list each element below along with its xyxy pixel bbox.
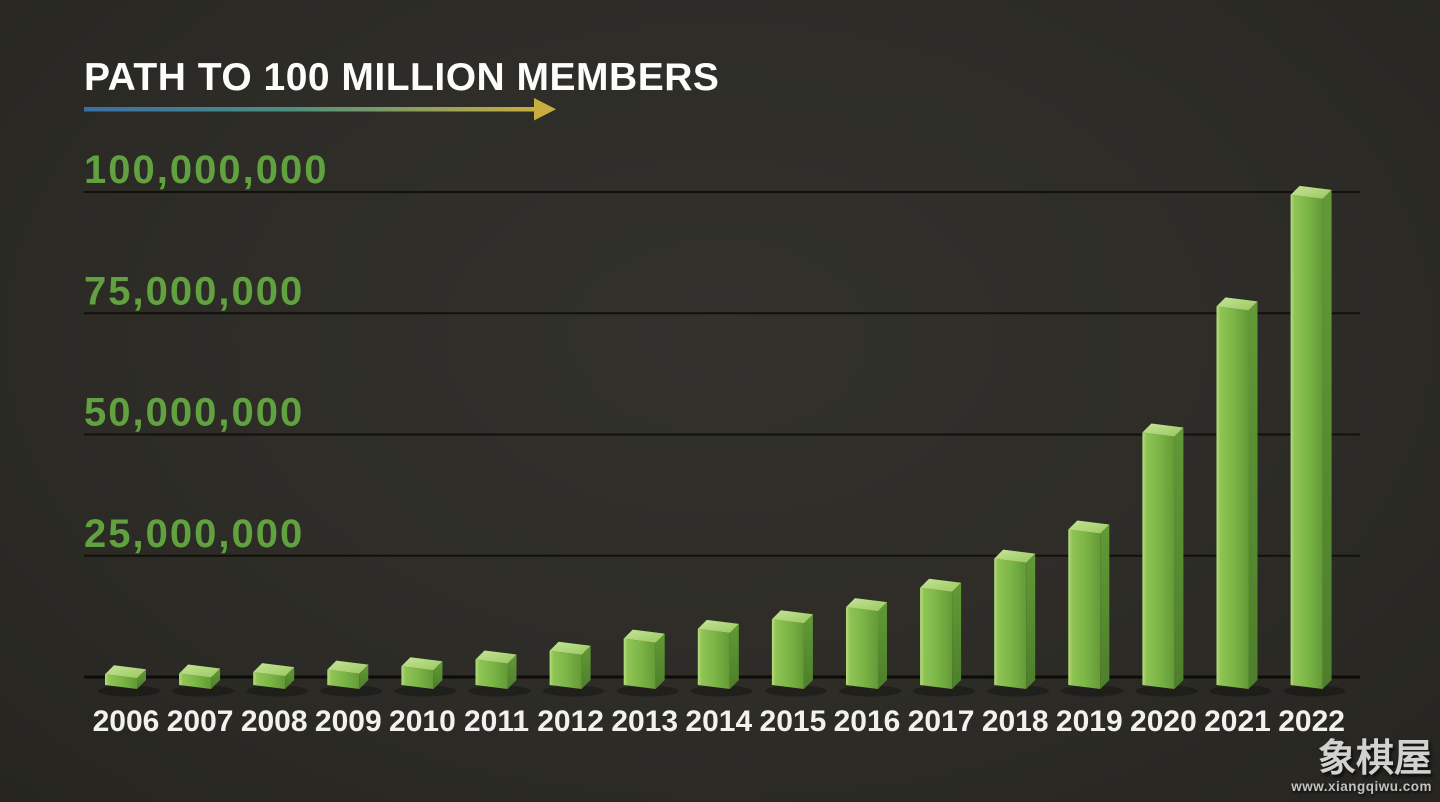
- x-axis-year-label: 2022: [1278, 705, 1345, 738]
- bar-side-2012: [581, 645, 591, 689]
- bar-shadow: [320, 685, 383, 697]
- x-axis-year-label: 2021: [1204, 705, 1271, 738]
- bar-side-2008: [285, 667, 295, 689]
- y-axis-tick-label: 75,000,000: [84, 269, 304, 313]
- bar-top-2013: [623, 629, 665, 643]
- bar-side-2009: [359, 664, 369, 689]
- watermark: 象棋屋 www.xiangqiwu.com: [1291, 737, 1432, 794]
- bar-shadow: [468, 685, 531, 697]
- x-axis-year-label: 2011: [464, 705, 529, 738]
- bar-shadow: [1135, 685, 1198, 697]
- bar-top-2022: [1290, 185, 1332, 199]
- watermark-url: www.xiangqiwu.com: [1291, 778, 1432, 794]
- x-axis-year-label: 2012: [537, 705, 604, 738]
- x-axis-year-label: 2007: [167, 705, 234, 738]
- bar-shadow: [172, 685, 235, 697]
- bar-side-2013: [655, 633, 665, 689]
- bar-shadow: [913, 685, 976, 697]
- bar-side-2007: [211, 668, 221, 689]
- bar-top-2018: [994, 549, 1036, 563]
- bar-side-2019: [1100, 524, 1110, 689]
- x-axis-year-label: 2013: [611, 705, 678, 738]
- bar-shadow: [394, 685, 457, 697]
- bar-front-2009: [327, 669, 360, 689]
- x-axis-year-label: 2017: [908, 705, 975, 738]
- bar-top-2021: [1216, 297, 1258, 311]
- bar-shadow: [542, 685, 605, 697]
- bar-front-2016: [846, 607, 878, 689]
- bar-front-2006: [105, 674, 137, 689]
- x-axis-year-label: 2020: [1130, 705, 1197, 738]
- bar-top-2015: [771, 610, 813, 624]
- x-axis-year-label: 2006: [93, 705, 160, 738]
- bar-side-2022: [1322, 189, 1332, 689]
- bar-top-2019: [1068, 520, 1110, 534]
- chart-title: PATH TO 100 MILLION MEMBERS: [84, 56, 720, 99]
- bar-front-2019: [1068, 529, 1101, 689]
- bar-top-2014: [697, 619, 739, 633]
- x-axis-year-label: 2015: [760, 705, 827, 738]
- bar-shadow: [616, 685, 679, 697]
- bar-front-2022: [1290, 194, 1323, 689]
- bar-side-2021: [1248, 301, 1258, 689]
- bar-side-2011: [507, 654, 517, 689]
- bar-top-2017: [920, 578, 962, 592]
- bar-front-2010: [401, 666, 434, 689]
- bar-side-2014: [729, 623, 739, 689]
- bar-front-2013: [623, 638, 656, 689]
- bar-top-2016: [846, 598, 887, 612]
- bar-side-2016: [878, 602, 887, 689]
- x-axis-year-label: 2018: [982, 705, 1049, 738]
- bar-front-2015: [771, 619, 804, 689]
- bar-shadow: [987, 685, 1050, 697]
- bar-shadow: [690, 685, 753, 697]
- x-axis-year-label: 2009: [315, 705, 382, 738]
- bar-front-2020: [1142, 432, 1175, 689]
- bar-shadow: [764, 685, 827, 697]
- x-axis-year-label: 2008: [241, 705, 308, 738]
- x-axis-year-label: 2014: [685, 705, 752, 738]
- bar-front-2014: [697, 628, 730, 689]
- bar-top-2006: [105, 665, 146, 679]
- bar-shadow: [98, 685, 160, 697]
- x-axis-year-label: 2016: [834, 705, 901, 738]
- x-axis-year-label: 2010: [389, 705, 456, 738]
- bar-side-2018: [1026, 553, 1036, 689]
- bar-side-2006: [137, 669, 146, 689]
- bar-top-2020: [1142, 423, 1184, 437]
- bar-front-2008: [253, 672, 286, 689]
- bar-side-2015: [803, 614, 813, 689]
- bar-top-2007: [179, 664, 221, 678]
- y-axis-tick-label: 100,000,000: [84, 148, 328, 192]
- bar-front-2021: [1216, 306, 1249, 689]
- bar-shadow: [246, 685, 309, 697]
- x-axis-year-label: 2019: [1056, 705, 1123, 738]
- y-axis-tick-label: 25,000,000: [84, 512, 304, 556]
- bar-side-2020: [1174, 427, 1184, 689]
- bar-side-2017: [952, 582, 962, 689]
- bar-top-2008: [253, 663, 295, 677]
- bar-top-2011: [475, 650, 517, 664]
- bar-shadow: [1061, 685, 1124, 697]
- bar-shadow: [1209, 685, 1272, 697]
- bar-top-2012: [549, 641, 591, 655]
- bar-front-2011: [475, 659, 508, 689]
- y-axis-tick-label: 50,000,000: [84, 391, 304, 435]
- bar-front-2018: [994, 558, 1027, 689]
- watermark-title: 象棋屋: [1317, 737, 1432, 780]
- bar-top-2010: [401, 657, 443, 671]
- bar-shadow: [839, 685, 901, 697]
- bar-shadow: [1283, 685, 1346, 697]
- bar-front-2007: [179, 673, 212, 689]
- bar-top-2009: [327, 660, 369, 674]
- bar-side-2010: [433, 661, 443, 689]
- bar-front-2012: [549, 650, 582, 689]
- gradient-arrow-icon: [84, 98, 556, 121]
- bar-front-2017: [920, 587, 953, 689]
